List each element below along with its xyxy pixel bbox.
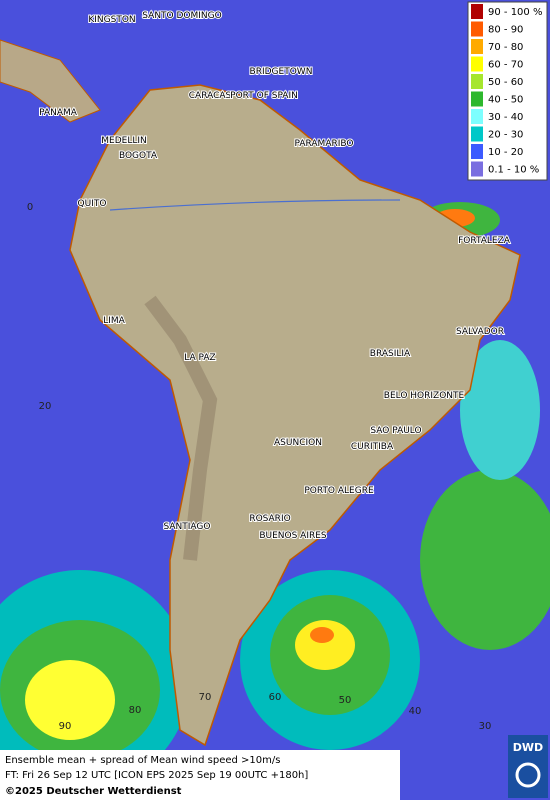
legend-label: 20 - 30 [488,130,523,141]
city-label: LA PAZ [184,353,215,363]
city-label: ASUNCION [274,438,322,448]
land [0,39,101,123]
wind-area [310,627,334,643]
city-label: BELO HORIZONTE [384,391,465,401]
footer-line: ©2025 Deutscher Wetterdienst [5,786,182,797]
legend-label: 50 - 60 [488,77,523,88]
grid-label: 90 [59,721,72,732]
city-label: PARAMARIBO [295,139,354,149]
legend-swatch [471,144,483,159]
city-label: LIMA [103,316,125,326]
land [69,84,521,747]
wind-area [460,340,540,480]
grid-label: 50 [339,695,352,706]
city-label: ROSARIO [249,514,290,524]
legend-label: 10 - 20 [488,147,523,158]
city-label: PANAMA [39,108,78,118]
grid-label: 30 [479,721,492,732]
city-label: BRIDGETOWN [250,67,313,77]
legend-label: 90 - 100 % [488,7,542,18]
legend-swatch [471,39,483,54]
footer-line: Ensemble mean + spread of Mean wind spee… [5,755,280,766]
city-label: BOGOTA [119,151,158,161]
logo: DWD [513,741,543,754]
legend-label: 30 - 40 [488,112,523,123]
legend-swatch [471,161,483,177]
legend-swatch [471,74,483,89]
legend-swatch [471,91,483,107]
grid-label: 0 [27,202,33,213]
legend-swatch [471,126,483,142]
city-label: BRASILIA [370,349,411,359]
footer-box [0,750,400,800]
city-label: PORTO ALEGRE [304,486,374,496]
city-label: BUENOS AIRES [259,531,327,541]
city-label: SALVADOR [456,327,504,337]
wind-area [295,620,355,670]
grid-label: 40 [409,706,422,717]
andes [144,295,218,561]
city-label: CARACAS [189,91,232,101]
legend-swatch [471,56,483,72]
city-label: SAO PAULO [370,426,421,436]
city-label: PORT OF SPAIN [230,91,298,101]
city-label: SANTO DOMINGO [142,11,221,21]
labels: KINGSTON SANTO DOMINGOBRIDGETOWNCARACASPO… [27,10,512,732]
legend-label: 80 - 90 [488,25,523,36]
legend-swatch [471,4,483,19]
legend-label: 70 - 80 [488,42,523,53]
legend-label: 60 - 70 [488,60,523,71]
city-label: QUITO [78,199,107,209]
legend-swatch [471,21,483,37]
wind-area [420,470,550,650]
grid-label: 70 [199,692,212,703]
footer-line: FT: Fri 26 Sep 12 UTC [ICON EPS 2025 Sep… [5,770,308,781]
legend-label: 40 - 50 [488,95,523,106]
city-label: SANTIAGO [164,522,211,532]
legend-swatch [471,109,483,124]
city-label: KINGSTON [88,15,135,25]
legend-label: 0.1 - 10 % [488,165,539,176]
city-label: CURITIBA [351,442,394,452]
legend: 90 - 100 % 80 - 90 70 - 80 60 - 70 50 - 60 40… [471,4,542,177]
city-label: MEDELLIN [101,136,146,146]
wind-area [25,660,115,740]
grid-label: 20 [39,401,52,412]
logo-icon [515,762,541,788]
grid-label: 60 [269,692,282,703]
grid-label: 80 [129,705,142,716]
city-label: FORTALEZA [458,236,511,246]
river [109,199,401,211]
